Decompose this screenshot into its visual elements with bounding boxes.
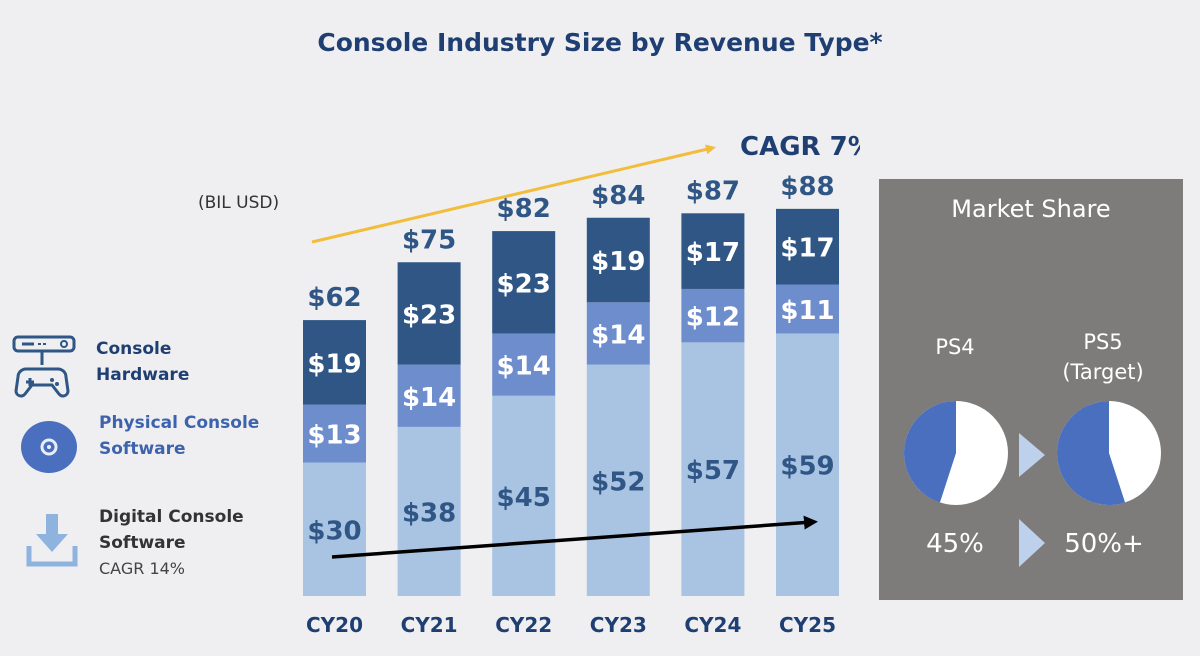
- bar-segment-CY22-s2: [492, 231, 556, 334]
- ps5-share-value: 50%+: [1064, 529, 1144, 559]
- segment-label-CY20-s1: $13: [307, 421, 361, 451]
- total-label-CY22: $82: [497, 194, 551, 224]
- legend-label-digital: Digital Console Software CAGR 14%: [99, 504, 259, 582]
- legend-physical: [19, 419, 79, 479]
- total-label-CY24: $87: [686, 176, 740, 206]
- console-gamepad-icon: [12, 335, 76, 398]
- legend-label-hardware: Console Hardware: [96, 336, 206, 388]
- bar-segment-CY20-s1: [303, 404, 366, 463]
- bar-segment-CY24-s1: [681, 288, 745, 343]
- share-transition-triangle: [1019, 519, 1045, 567]
- bar-segment-CY22-s0: [492, 395, 556, 596]
- cagr-annotation: CAGR 7%: [740, 132, 860, 162]
- bar-segment-CY21-s2: [397, 262, 461, 365]
- bar-segment-CY25-s2: [776, 208, 839, 285]
- digital-growth-arrow: [331, 515, 818, 559]
- bar-segment-CY22-s1: [492, 333, 556, 396]
- legend-digital-text: Digital Console Software: [99, 507, 244, 553]
- segment-label-CY23-s1: $14: [591, 320, 645, 350]
- legend-hardware-text: Console Hardware: [96, 339, 190, 385]
- market-share-graphics: [904, 401, 1161, 567]
- category-label-CY23: CY23: [590, 613, 647, 637]
- bar-segment-CY25-s0: [776, 333, 839, 596]
- ps5-label-text: PS5: [1083, 330, 1123, 354]
- total-label-CY20: $62: [307, 283, 361, 313]
- disc-icon: [21, 421, 77, 473]
- segment-label-CY24-s2: $17: [686, 238, 740, 268]
- segment-label-CY20-s2: $19: [307, 349, 361, 379]
- bar-segment-CY24-s2: [681, 213, 745, 289]
- ps5-target-text: (Target): [1062, 360, 1144, 384]
- stacked-bar-chart: $30 $13 $19 $62 CY20 $38 $14 $23 $75 CY21 $45 $14 $2…: [303, 132, 860, 637]
- segment-label-CY23-s2: $19: [591, 247, 645, 277]
- ps4-label: PS4: [905, 335, 1005, 359]
- legend-hardware: [12, 335, 76, 405]
- total-label-CY21: $75: [402, 225, 456, 255]
- market-share-panel: Market Share PS4 PS5 (Target) 45% 50%+: [879, 179, 1183, 600]
- legend-digital: [26, 512, 78, 572]
- bar-segment-CY20-s2: [303, 320, 366, 405]
- download-icon: [26, 514, 78, 567]
- segment-label-CY23-s0: $52: [591, 467, 645, 497]
- bar-segment-CY24-s0: [681, 342, 745, 596]
- bar-segment-CY23-s1: [586, 302, 650, 365]
- bar-segment-CY23-s0: [586, 364, 650, 596]
- category-label-CY25: CY25: [779, 613, 836, 637]
- bar-segment-CY21-s1: [397, 364, 461, 427]
- segment-label-CY24-s0: $57: [686, 456, 740, 486]
- pie-slice-PS4: [904, 401, 956, 503]
- category-label-CY21: CY21: [401, 613, 458, 637]
- segment-label-CY22-s2: $23: [497, 269, 551, 299]
- segment-label-CY25-s2: $17: [780, 234, 834, 264]
- ps5-label: PS5 (Target): [1043, 327, 1163, 387]
- segment-label-CY21-s1: $14: [402, 383, 456, 413]
- cagr-arrow: [311, 144, 716, 244]
- ps4-label-text: PS4: [935, 335, 975, 359]
- legend-label-physical: Physical Console Software: [99, 410, 269, 462]
- market-share-title: Market Share: [951, 195, 1111, 223]
- segment-label-CY21-s2: $23: [402, 300, 456, 330]
- pie-slice-PS5: [1057, 401, 1126, 505]
- segment-label-CY24-s1: $12: [686, 303, 740, 333]
- bar-segment-CY25-s1: [776, 284, 839, 334]
- segment-label-CY20-s0: $30: [307, 516, 361, 546]
- segment-label-CY25-s0: $59: [780, 452, 834, 482]
- bar-segment-CY20-s0: [303, 462, 366, 596]
- segment-label-CY22-s1: $14: [497, 352, 551, 382]
- total-label-CY25: $88: [780, 172, 834, 202]
- bar-segment-CY23-s2: [586, 217, 650, 303]
- category-label-CY20: CY20: [306, 613, 363, 637]
- bar-segment-CY21-s0: [397, 426, 461, 596]
- chart-title: Console Industry Size by Revenue Type*: [317, 28, 883, 57]
- pie-transition-triangle: [1019, 433, 1045, 477]
- unit-label: (BIL USD): [198, 193, 280, 213]
- segment-label-CY25-s1: $11: [780, 296, 834, 326]
- category-label-CY24: CY24: [684, 613, 741, 637]
- category-label-CY22: CY22: [495, 613, 552, 637]
- ps4-share-value: 45%: [926, 529, 984, 559]
- legend-physical-text: Physical Console Software: [99, 413, 260, 459]
- total-label-CY23: $84: [591, 181, 645, 211]
- segment-label-CY21-s0: $38: [402, 498, 456, 528]
- legend-digital-cagr: CAGR 14%: [99, 559, 185, 578]
- segment-label-CY22-s0: $45: [497, 483, 551, 513]
